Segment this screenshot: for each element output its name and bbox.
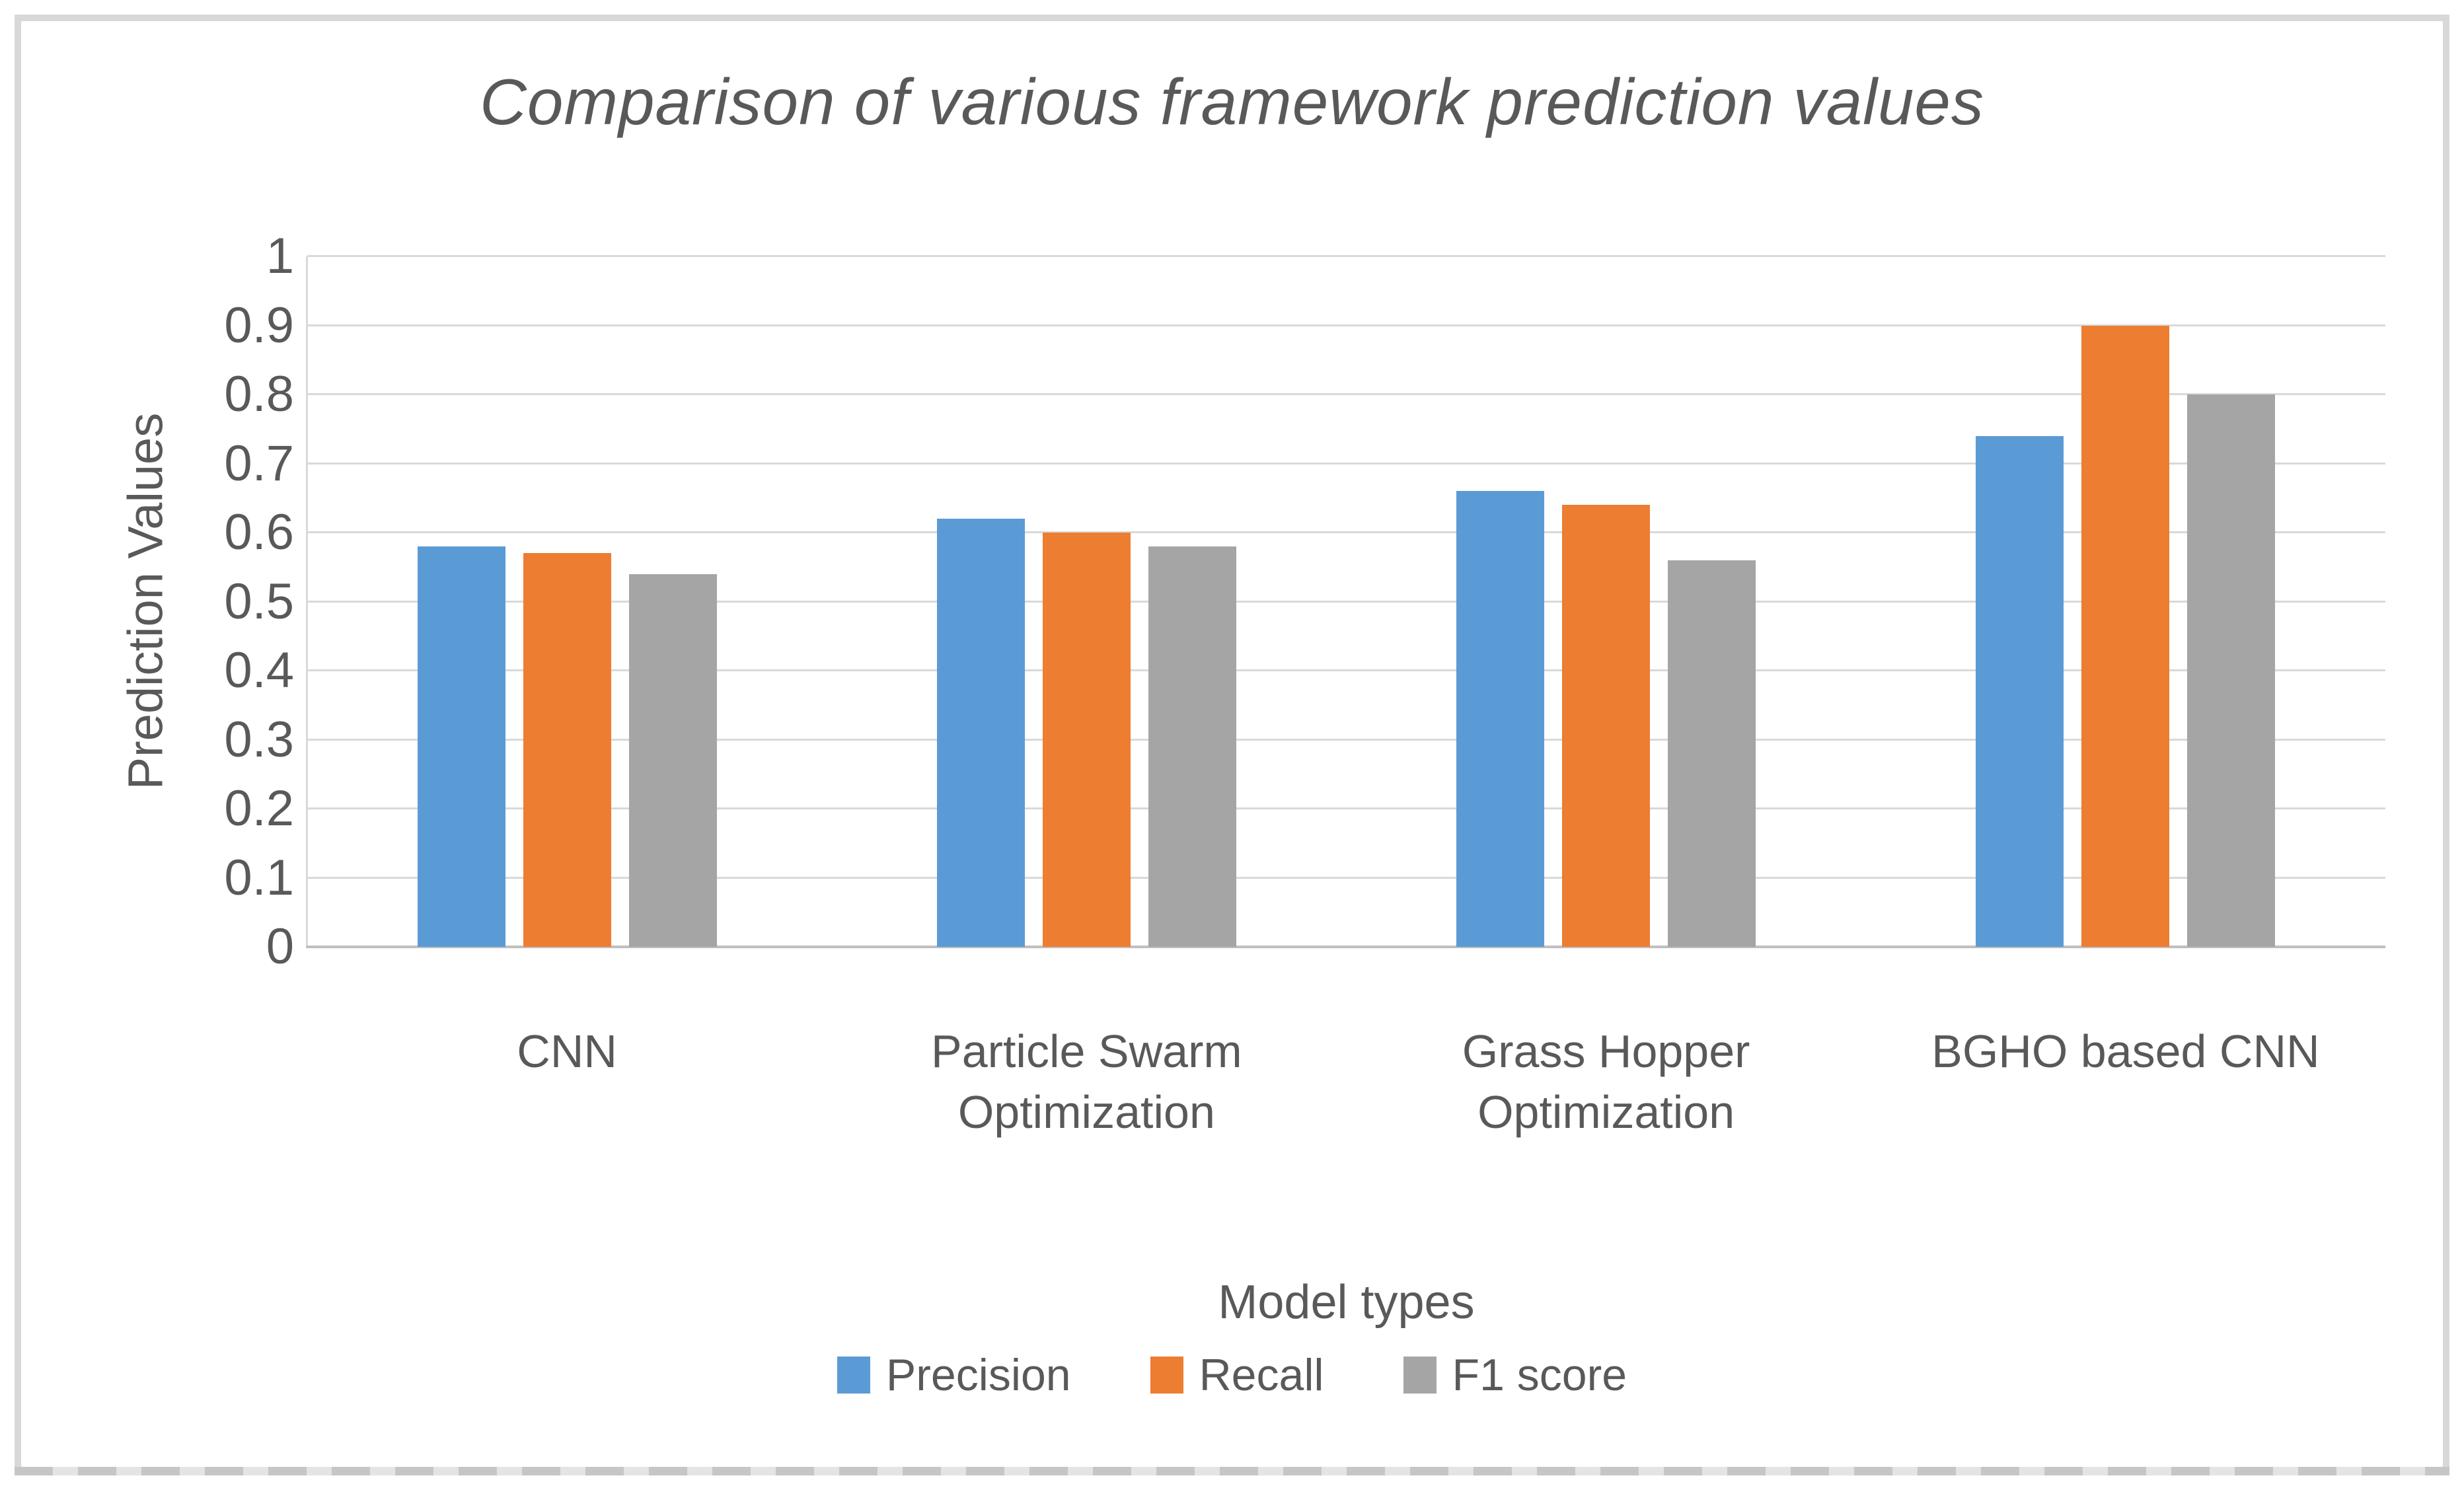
bar-recall-bgho-based-cnn: [2081, 325, 2170, 947]
bar-f1-score-particle-swarm-optimization: [1148, 546, 1236, 947]
chart-title: Comparison of various framework predicti…: [480, 65, 1984, 138]
legend-item-f1-score: F1 score: [1403, 1349, 1627, 1401]
legend-swatch-icon-recall: [1150, 1357, 1183, 1394]
y-tick-label-0.1: 0.1: [224, 849, 294, 906]
bar-recall-grass-hopper-optimization: [1562, 505, 1651, 947]
bar-f1-score-grass-hopper-optimization: [1668, 560, 1756, 947]
y-tick-label-0.8: 0.8: [224, 366, 294, 422]
legend-item-precision: Precision: [837, 1349, 1071, 1401]
bar-group-cnn: [307, 256, 827, 947]
bar-precision-particle-swarm-optimization: [936, 519, 1025, 947]
category-label-particle-swarm-optimization: Particle Swarm Optimization: [931, 1025, 1242, 1138]
y-tick-label-0.9: 0.9: [224, 297, 294, 354]
gridline-0.5: [307, 600, 2385, 603]
bar-group-bgho-based-cnn: [1866, 256, 2385, 947]
bar-precision-bgho-based-cnn: [1976, 435, 2064, 947]
y-tick-label-0.7: 0.7: [224, 435, 294, 492]
figure-frame: [15, 15, 2449, 1468]
y-axis-line: [306, 256, 308, 947]
gridline-0.7: [307, 462, 2385, 465]
gridline-0.4: [307, 669, 2385, 671]
legend-swatch-icon-precision: [837, 1357, 870, 1394]
category-label-bgho-based-cnn: BGHO based CNN: [1931, 1025, 2320, 1077]
bar-group-grass-hopper-optimization: [1347, 256, 1866, 947]
figure-frame-bottom-dashes: [15, 1467, 2449, 1475]
gridline-0.2: [307, 807, 2385, 809]
bar-recall-particle-swarm-optimization: [1042, 533, 1131, 947]
y-tick-label-0.3: 0.3: [224, 711, 294, 768]
y-tick-label-0: 0: [266, 918, 294, 975]
legend-label-precision: Precision: [885, 1350, 1071, 1400]
category-label-grass-hopper-optimization: Grass Hopper Optimization: [1462, 1025, 1750, 1138]
legend-swatch-icon-f1-score: [1403, 1357, 1437, 1394]
legend-label-recall: Recall: [1199, 1350, 1324, 1400]
legend: Precision Recall F1 score: [0, 1349, 2464, 1401]
plot-area: [306, 255, 2385, 948]
gridline-0.8: [307, 393, 2385, 395]
legend-item-recall: Recall: [1150, 1349, 1324, 1401]
gridline-0.6: [307, 531, 2385, 533]
bar-precision-cnn: [417, 546, 505, 947]
category-label-cnn: CNN: [517, 1025, 617, 1077]
bar-precision-grass-hopper-optimization: [1456, 491, 1545, 947]
x-axis-line: [306, 946, 2385, 948]
y-tick-label-0.2: 0.2: [224, 780, 294, 837]
y-tick-label-0.4: 0.4: [224, 642, 294, 698]
gridline-0.9: [307, 324, 2385, 326]
bar-recall-cnn: [523, 553, 611, 947]
bars: [307, 256, 2385, 947]
bar-f1-score-cnn: [628, 574, 717, 947]
x-axis-title: Model types: [1218, 1276, 1475, 1329]
gridline-0.1: [307, 876, 2385, 879]
y-tick-label-1: 1: [266, 228, 294, 284]
bar-group-particle-swarm-optimization: [827, 256, 1346, 947]
legend-label-f1-score: F1 score: [1452, 1350, 1627, 1400]
bar-f1-score-bgho-based-cnn: [2187, 394, 2276, 947]
gridline-0.3: [307, 738, 2385, 741]
gridline-1: [307, 255, 2385, 257]
y-tick-label-0.6: 0.6: [224, 504, 294, 560]
y-tick-label-0.5: 0.5: [224, 573, 294, 630]
x-axis-category-labels: CNN Particle Swarm Optimization Grass Hopp…: [307, 1021, 2385, 1143]
